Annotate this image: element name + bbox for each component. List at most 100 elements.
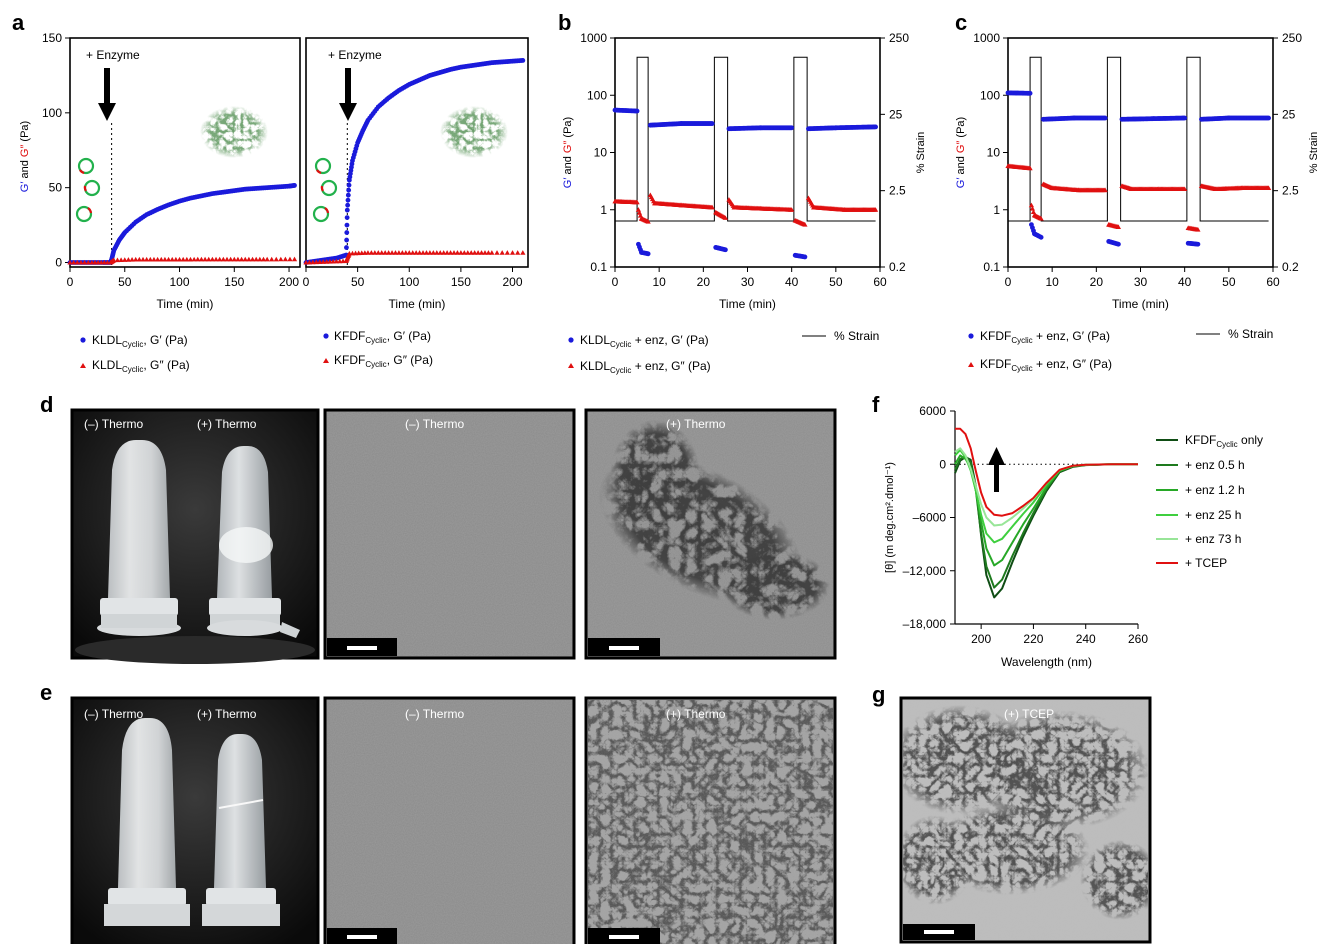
x-tick-label: 0	[1005, 275, 1012, 289]
series-g-double-prime	[1005, 163, 1272, 232]
data-point-25	[136, 256, 142, 262]
data-point-3	[313, 259, 319, 265]
fiber-network-icon-right	[438, 104, 510, 160]
data-point-30	[386, 250, 392, 255]
data-point-23	[1030, 209, 1037, 214]
data-point-231	[873, 124, 878, 130]
data-point-35	[403, 250, 409, 255]
legend-b: KLDLCyclic + enz, G′ (Pa) KLDLCyclic + e…	[568, 329, 879, 375]
chart-a-kldl: 0 50 100 150 200 0 50 100 150 G′ and G″ (Pa) Time …	[19, 31, 301, 311]
micrograph-e-minus-thermo: (–) Thermo	[323, 696, 576, 948]
data-point-34	[346, 187, 352, 193]
y2-tick-label: 2.5	[1282, 184, 1299, 198]
y2-tick-label: 250	[889, 31, 909, 45]
x-tick-label: 40	[785, 275, 799, 289]
y-tick-label: 10	[594, 146, 608, 160]
data-point-31	[1038, 216, 1044, 221]
data-point-64	[282, 256, 288, 262]
legend-c-g1: KFDFCyclic + enz, G′ (Pa)	[980, 329, 1110, 345]
data-point-28	[344, 222, 350, 228]
data-point-28	[379, 250, 385, 255]
tube-minus-thermo	[104, 718, 190, 926]
data-point-1	[306, 259, 313, 265]
data-point-160	[789, 207, 795, 212]
scale-bar	[924, 930, 954, 934]
data-point-20	[634, 108, 640, 114]
series-g-double-prime	[612, 192, 879, 227]
x-tick-label: 60	[1266, 275, 1280, 289]
data-point-47	[217, 256, 223, 262]
fiber-network-icon-left	[198, 104, 270, 160]
data-point-144	[292, 183, 297, 188]
data-point-26	[140, 256, 146, 262]
legend-marker-triangle	[80, 363, 86, 368]
data-point-234	[1265, 185, 1272, 190]
data-point-32	[392, 250, 399, 255]
data-point-29	[382, 250, 388, 255]
x-tick-label: 0	[303, 275, 310, 289]
data-point-38	[413, 250, 419, 255]
data-point-99	[723, 247, 728, 253]
data-point-21	[122, 257, 128, 262]
y-axis-label: G′ and G″ (Pa)	[562, 117, 574, 188]
data-point-23	[129, 257, 135, 262]
plot-frame	[69, 37, 301, 268]
photo-label-g: (+) TCEP	[1004, 707, 1054, 721]
data-point-31	[389, 250, 395, 255]
series-g-double-prime	[67, 256, 298, 265]
data-point-53	[465, 250, 471, 255]
series-g-prime	[67, 183, 297, 265]
legend-b-g1: KLDLCyclic + enz, G′ (Pa)	[580, 333, 709, 349]
micrograph-e-plus-thermo: (+) Thermo	[584, 696, 837, 948]
y-tick-label: 0.1	[983, 260, 1000, 274]
data-point-2	[74, 259, 80, 265]
series-g-prime	[1005, 90, 1271, 247]
data-point-60	[264, 256, 270, 262]
chart-b-strain-sweep: 0 10 20 30 40 50 60 0.1 1 10 100 1000 0.2 2.5 25 250 G′ …	[562, 31, 927, 311]
data-point-3	[78, 259, 84, 265]
data-point-57	[253, 256, 259, 262]
data-point-47	[444, 250, 450, 255]
tube-plus-thermo	[202, 734, 280, 926]
data-point-51	[458, 250, 464, 255]
x-tick-label: 0	[612, 275, 619, 289]
data-point-99	[1116, 241, 1121, 247]
data-point-61	[269, 256, 275, 262]
enzyme-arrow-left-icon	[98, 68, 116, 121]
x-tick-label: 200	[971, 632, 991, 646]
data-point-26	[344, 237, 350, 243]
data-point-168	[802, 254, 808, 260]
data-point-31	[345, 202, 351, 208]
data-point-31	[1038, 234, 1044, 240]
photo-e-tubes: (–) Thermo (+) Thermo	[70, 696, 320, 948]
data-point-33	[345, 192, 351, 198]
y-tick-label: 1	[600, 203, 607, 217]
strain-line	[615, 56, 876, 222]
data-point-66	[291, 256, 298, 262]
data-point-231	[1266, 115, 1271, 121]
y2-tick-label: 0.2	[1282, 260, 1299, 274]
legend-a-right-g2: KFDFCyclic, G″ (Pa)	[334, 353, 433, 369]
data-point-90	[1102, 187, 1108, 193]
enzyme-label-left: + Enzyme	[86, 48, 140, 62]
x-axis-label: Time (min)	[157, 297, 214, 311]
x-tick-label: 240	[1076, 632, 1096, 646]
data-point-45	[437, 250, 443, 255]
x-tick-label: 50	[351, 275, 365, 289]
data-point-54	[468, 250, 474, 255]
data-point-20	[1027, 90, 1033, 96]
legend-c: KFDFCyclic + enz, G′ (Pa) KFDFCyclic + e…	[968, 327, 1273, 373]
data-point-32	[345, 197, 351, 203]
data-point-64	[509, 250, 516, 255]
x-tick-label: 200	[502, 275, 522, 289]
enzyme-arrow-right-icon	[339, 68, 357, 121]
x-tick-label: 30	[1134, 275, 1148, 289]
data-point-5	[85, 259, 91, 265]
data-point-53	[238, 256, 245, 262]
data-point-158	[789, 125, 795, 131]
data-point-90	[709, 204, 715, 210]
legend-a-left-g2: KLDLCyclic, G″ (Pa)	[92, 358, 190, 374]
data-point-18	[111, 257, 117, 263]
y-tick-label: 50	[49, 181, 63, 195]
data-point-59	[260, 256, 267, 262]
